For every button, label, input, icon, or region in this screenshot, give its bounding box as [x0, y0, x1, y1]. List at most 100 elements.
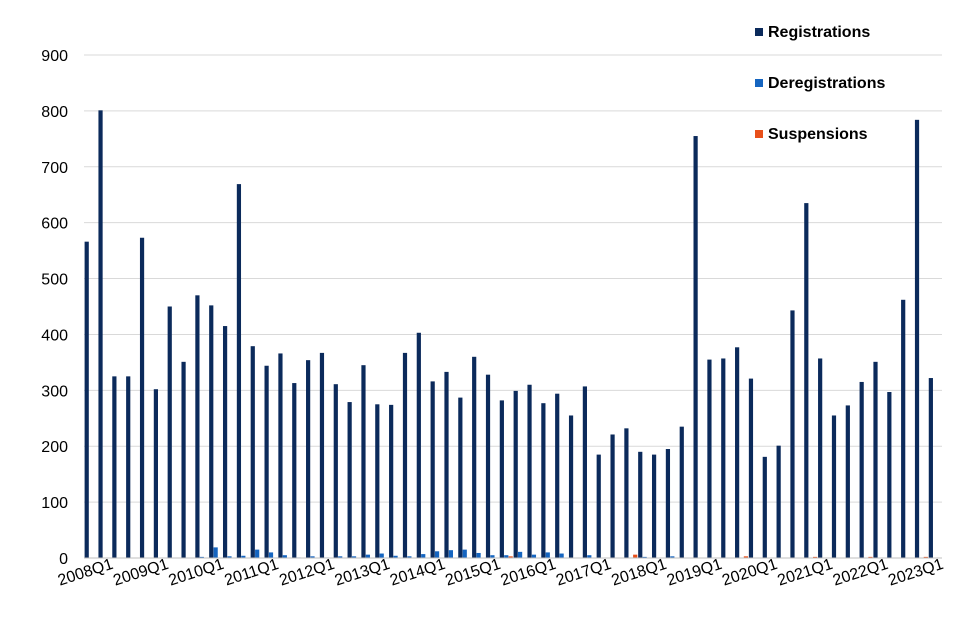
deregistrations-bar [338, 556, 343, 558]
registrations-bar [818, 358, 823, 558]
x-tick-label: 2015Q1 [443, 556, 503, 590]
registrations-bar [596, 454, 601, 558]
x-tick-label: 2017Q1 [554, 556, 614, 590]
registrations-bar [610, 434, 615, 558]
deregistrations-bar [587, 555, 592, 558]
deregistrations-bar [421, 554, 426, 558]
deregistrations-bar [241, 555, 246, 558]
deregistrations-bar [448, 550, 454, 558]
deregistrations-bar [531, 554, 537, 558]
registrations-bar [831, 415, 837, 558]
series-registrations [84, 110, 933, 559]
suspensions-bar [813, 556, 818, 558]
x-tick-label: 2018Q1 [609, 556, 669, 590]
deregistrations-bar [462, 549, 467, 558]
registrations-bar [513, 390, 518, 558]
legend-swatch-registrations [755, 28, 763, 36]
registrations-bar [319, 352, 325, 558]
registrations-bar [472, 356, 477, 558]
registrations-bar [541, 403, 546, 558]
registrations-bar [84, 241, 89, 558]
y-tick-label: 200 [41, 439, 68, 456]
deregistrations-bar [379, 553, 384, 558]
registrations-bar [347, 402, 352, 558]
legend-label-deregistrations: Deregistrations [768, 75, 885, 92]
y-tick-label: 500 [41, 272, 68, 289]
deregistrations-bar [351, 556, 357, 558]
registrations-bar [914, 119, 920, 558]
registrations-bar [458, 397, 463, 558]
registrations-bar [402, 352, 408, 558]
legend-swatch-deregistrations [755, 79, 763, 87]
x-axis-ticks: 2008Q12009Q12010Q12011Q12012Q12013Q12014… [56, 556, 946, 590]
deregistrations-bar [199, 556, 204, 558]
deregistrations-bar [559, 553, 564, 558]
registrations-bar [859, 381, 864, 558]
registrations-bar [748, 378, 754, 558]
registrations-bar [499, 400, 504, 558]
registrations-bar [222, 326, 228, 558]
registrations-bar [444, 371, 449, 558]
registrations-bar [112, 376, 117, 558]
registrations-bar [790, 310, 795, 558]
suspensions-bar [633, 554, 638, 558]
registrations-bar [126, 376, 131, 558]
deregistrations-bar [490, 555, 495, 558]
registrations-bar [624, 428, 629, 558]
deregistrations-bar [365, 554, 370, 558]
deregistrations-bar [268, 552, 274, 558]
legend-swatch-suspensions [755, 130, 763, 138]
x-tick-label: 2023Q1 [886, 556, 946, 590]
registrations-bar [651, 454, 657, 558]
y-tick-label: 700 [41, 160, 68, 177]
registrations-bar [278, 353, 283, 558]
registrations-bar [153, 389, 158, 558]
y-tick-label: 600 [41, 216, 68, 233]
x-tick-label: 2011Q1 [223, 556, 281, 589]
bars [84, 110, 933, 559]
registrations-bar [679, 426, 684, 558]
x-tick-label: 2022Q1 [831, 556, 891, 590]
registrations-bar [292, 383, 297, 558]
registrations-bar [98, 110, 103, 558]
registrations-bar [582, 386, 587, 558]
registrations-bar [665, 449, 671, 558]
suspensions-bar [508, 556, 513, 558]
y-tick-label: 100 [41, 495, 68, 512]
registrations-bar [555, 393, 560, 558]
deregistrations-bar [670, 556, 675, 558]
x-tick-label: 2020Q1 [720, 556, 780, 590]
deregistrations-bar [407, 556, 412, 558]
registrations-bar [236, 184, 242, 558]
x-tick-label: 2013Q1 [333, 556, 393, 590]
suspensions-bar [868, 556, 873, 558]
registrations-bar [430, 381, 435, 558]
deregistrations-bar [545, 552, 550, 558]
deregistrations-bar [282, 555, 287, 558]
deregistrations-bar [393, 555, 398, 558]
registrations-bar [735, 347, 740, 558]
x-tick-label: 2012Q1 [277, 556, 337, 590]
x-tick-label: 2009Q1 [111, 556, 171, 590]
registrations-bar [873, 361, 878, 558]
registrations-bar [901, 299, 906, 558]
registrations-bar [721, 358, 726, 558]
deregistrations-bar [476, 552, 481, 558]
registrations-bar [209, 305, 214, 558]
registrations-bar [181, 361, 186, 558]
deregistrations-bar [227, 556, 232, 558]
y-tick-label: 0 [59, 551, 68, 568]
y-axis-ticks: 0 100 200 300 400 500 600 700 800 900 [41, 48, 68, 568]
y-tick-label: 900 [41, 48, 68, 65]
registrations-bar [306, 360, 311, 558]
registrations-bar [845, 405, 850, 558]
registrations-bar [527, 384, 532, 558]
registrations-bar [139, 237, 145, 559]
y-tick-label: 800 [41, 104, 68, 121]
registrations-bar [638, 451, 643, 558]
registrations-bar [568, 415, 574, 558]
registrations-bar [707, 359, 712, 558]
legend-label-suspensions: Suspensions [768, 126, 868, 143]
registrations-bar [264, 365, 269, 558]
